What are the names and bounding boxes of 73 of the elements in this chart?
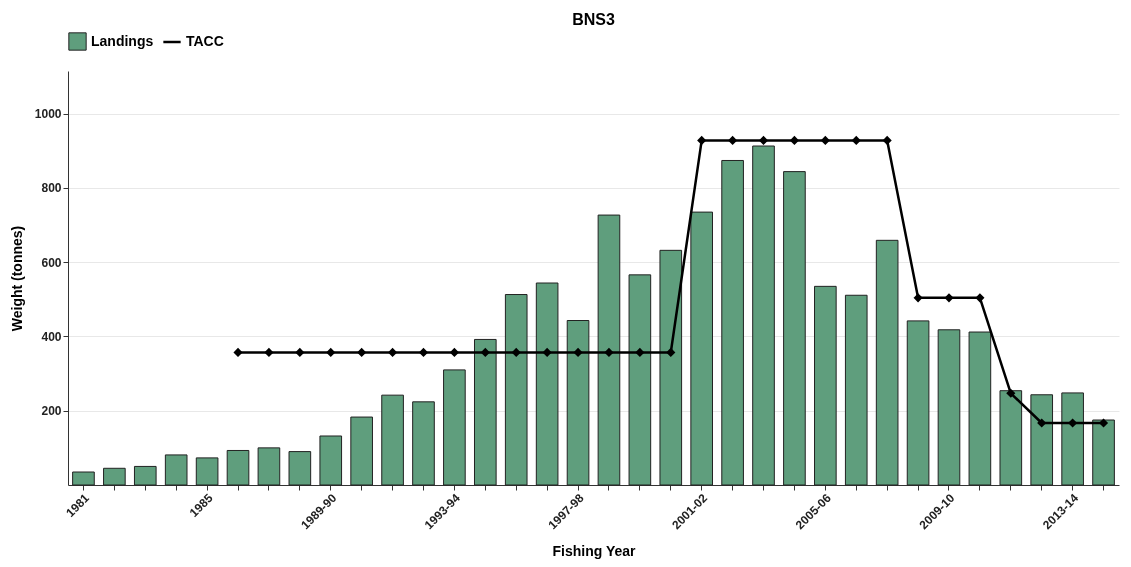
- bar: [288, 451, 312, 486]
- bar: [164, 454, 188, 486]
- chart-title: BNS3: [572, 11, 615, 28]
- bar: [195, 457, 219, 486]
- bar: [597, 214, 621, 486]
- bar: [319, 435, 343, 486]
- point: [1068, 418, 1077, 428]
- bar: [226, 449, 250, 486]
- bar: [814, 285, 837, 486]
- point: [357, 348, 366, 357]
- legend-label: TACC: [186, 33, 224, 49]
- bar: [443, 369, 466, 486]
- point: [573, 348, 583, 357]
- point: [264, 348, 274, 357]
- point: [759, 136, 768, 145]
- point: [697, 136, 706, 145]
- bar: [504, 294, 528, 486]
- bar: [1092, 419, 1115, 486]
- point: [388, 348, 397, 357]
- x-axis-title: Fishing Year: [552, 543, 637, 560]
- point: [481, 348, 490, 357]
- bar: [566, 320, 590, 486]
- bar: [1061, 392, 1084, 486]
- bar: [381, 394, 404, 486]
- bar: [628, 274, 652, 486]
- y-tick-label: 400: [41, 329, 62, 344]
- point: [883, 136, 892, 145]
- bar: [875, 239, 899, 486]
- bar: [783, 171, 806, 486]
- legend-label: Landings: [91, 32, 154, 49]
- point: [512, 348, 521, 357]
- bar: [350, 416, 373, 486]
- y-tick-label: 1000: [34, 107, 62, 122]
- point: [233, 348, 243, 357]
- bar: [72, 471, 95, 486]
- point: [975, 293, 985, 303]
- point: [1037, 418, 1046, 428]
- bar: [999, 390, 1023, 486]
- bar: [473, 338, 497, 486]
- point: [666, 348, 675, 357]
- point: [419, 348, 428, 357]
- bar: [659, 249, 683, 486]
- point: [790, 136, 799, 145]
- bar: [690, 211, 714, 486]
- point: [944, 293, 954, 303]
- point: [295, 348, 304, 357]
- bar: [844, 294, 868, 486]
- point: [852, 136, 861, 145]
- point: [913, 293, 923, 303]
- y-axis-title: Weight (tonnes): [8, 225, 25, 332]
- bar: [752, 145, 775, 486]
- point: [728, 136, 737, 145]
- bar: [412, 401, 435, 486]
- point: [542, 348, 552, 357]
- point: [604, 348, 614, 357]
- bar: [1030, 394, 1054, 486]
- point: [635, 348, 645, 357]
- point: [1099, 418, 1108, 428]
- bar: [535, 282, 559, 486]
- y-tick-label: 200: [41, 404, 62, 419]
- bar: [133, 465, 157, 486]
- y-tick-label: 800: [41, 181, 62, 196]
- y-tick-label: 600: [41, 255, 62, 270]
- bar: [968, 331, 992, 486]
- bar: [103, 467, 126, 486]
- bar: [721, 159, 744, 486]
- bar: [937, 329, 961, 486]
- point: [821, 136, 830, 145]
- bar: [906, 320, 930, 486]
- point: [450, 348, 459, 357]
- bar: [257, 447, 281, 486]
- point: [326, 348, 335, 357]
- point: [1006, 389, 1015, 398]
